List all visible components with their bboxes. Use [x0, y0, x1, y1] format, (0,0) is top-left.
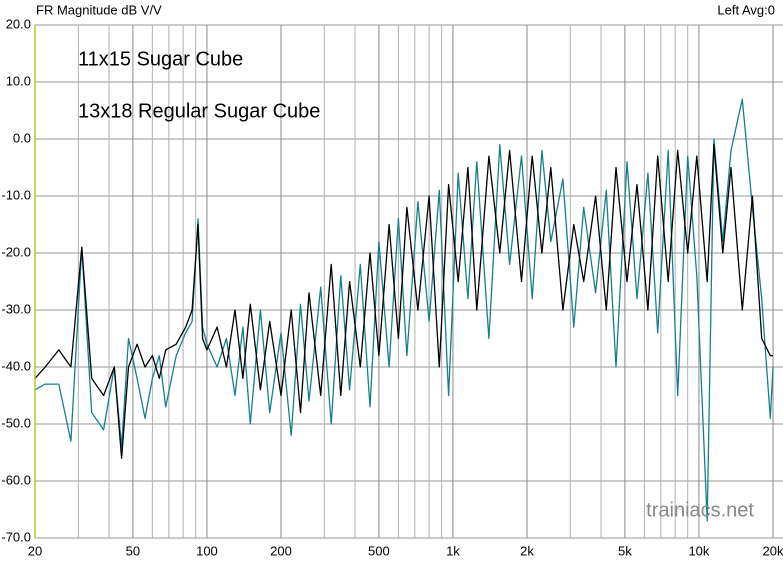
y-tick-label: -10.0: [1, 187, 31, 202]
y-tick-label: -50.0: [1, 415, 31, 430]
x-tick-label: 10k: [688, 543, 709, 558]
y-tick-label: -20.0: [1, 244, 31, 259]
plot: [34, 98, 774, 522]
x-tick-label: 20k: [763, 543, 783, 558]
y-tick-label: 0.0: [13, 130, 31, 145]
x-tick-label: 200: [270, 543, 292, 558]
x-tick-label: 1k: [446, 543, 460, 558]
legend-label: 11x15 Sugar Cube: [78, 48, 243, 70]
chart-title: FR Magnitude dB V/V: [36, 2, 162, 17]
y-tick-label: 10.0: [6, 73, 31, 88]
channel-label: Left Avg:0: [717, 2, 775, 17]
legend-label: 13x18 Regular Sugar Cube: [78, 100, 320, 122]
x-tick-label: 50: [126, 543, 140, 558]
y-tick-label: -30.0: [1, 301, 31, 316]
x-tick-label: 500: [368, 543, 390, 558]
watermark: trainiacs.net: [646, 499, 754, 521]
x-tick-label: 5k: [618, 543, 632, 558]
series-line: [34, 98, 774, 522]
x-tick-label: 2k: [520, 543, 534, 558]
y-tick-label: -40.0: [1, 358, 31, 373]
x-tick-label: 20: [28, 543, 42, 558]
x-tick-label: 100: [196, 543, 218, 558]
series-line: [34, 144, 773, 459]
y-tick-label: -70.0: [1, 529, 31, 544]
y-tick-label: 20.0: [6, 16, 31, 31]
y-tick-label: -60.0: [1, 472, 31, 487]
